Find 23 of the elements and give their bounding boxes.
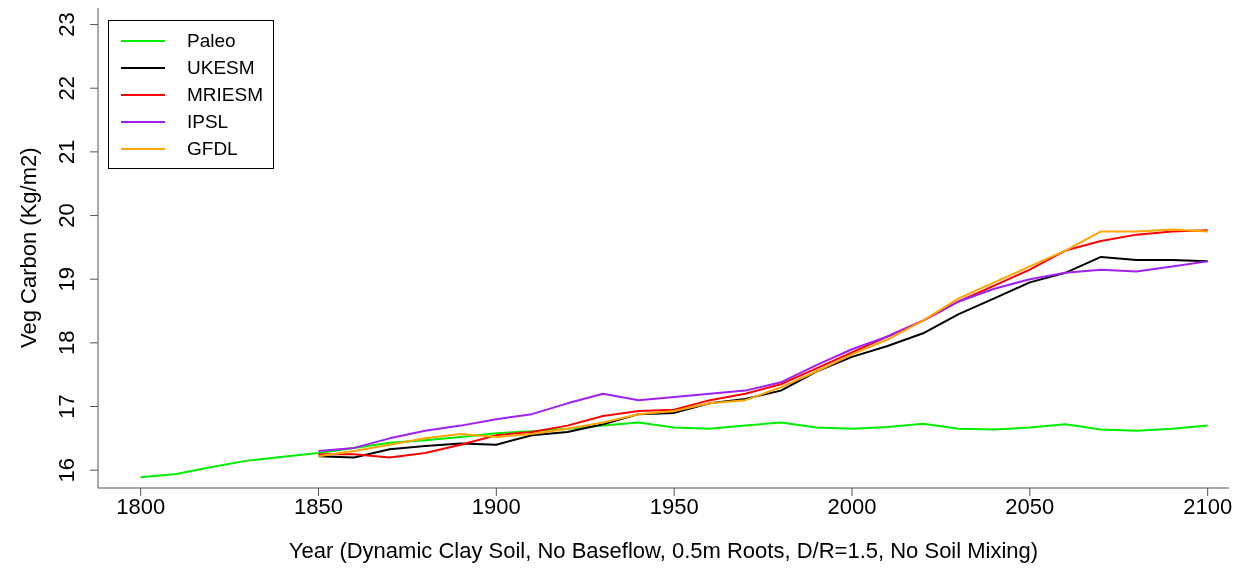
x-tick-label: 1850	[294, 493, 343, 519]
y-tick-label: 18	[54, 330, 79, 356]
x-tick-label: 1900	[471, 493, 521, 519]
y-tick-label: 17	[54, 394, 79, 419]
legend-label: MRIESM	[187, 83, 263, 106]
y-tick-label: 19	[54, 266, 79, 292]
x-tick-label: 2100	[1183, 493, 1233, 519]
x-tick-label: 1800	[116, 493, 166, 519]
line-series	[139, 421, 1209, 479]
x-axis-title: Year (Dynamic Clay Soil, No Baseflow, 0.5m Roots, D/R=1.5, No Soil Mixing)	[288, 538, 1039, 563]
legend-label: UKESM	[187, 56, 255, 79]
y-tick-label: 20	[54, 203, 79, 228]
y-axis-title: Veg Carbon (Kg/m2)	[15, 147, 41, 348]
y-tick-label: 16	[54, 457, 79, 483]
x-tick-label: 1950	[649, 493, 699, 519]
legend-label: IPSL	[187, 110, 229, 133]
x-tick-label: 2050	[1005, 493, 1055, 519]
legend-label: GFDL	[187, 137, 238, 160]
legend-label: Paleo	[187, 29, 236, 52]
y-tick-label: 21	[54, 139, 79, 165]
x-tick-label: 2000	[827, 493, 877, 519]
y-tick-label: 23	[54, 12, 79, 37]
y-tick-label: 22	[54, 75, 79, 101]
